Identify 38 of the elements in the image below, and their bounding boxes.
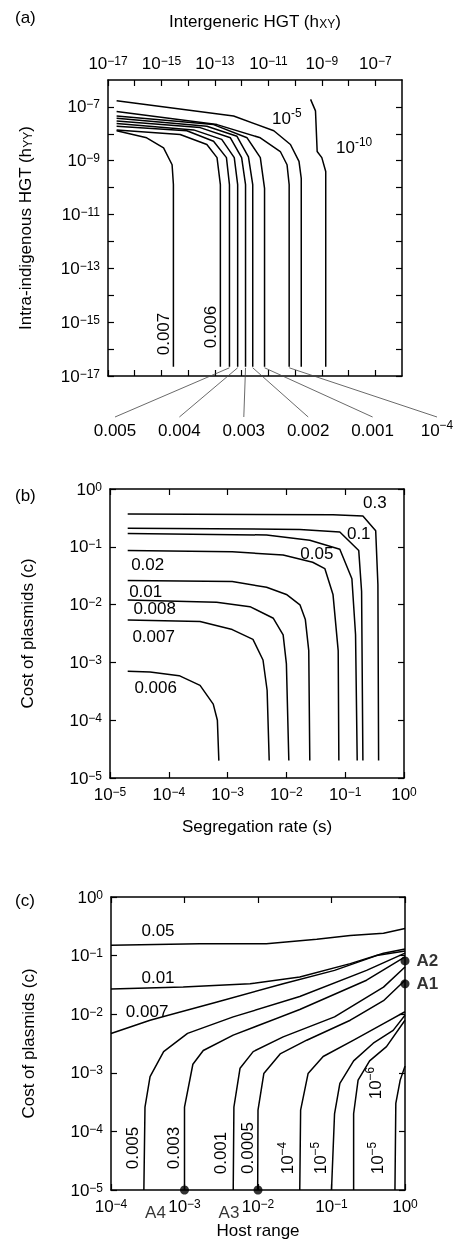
chart-title: (b) (15, 486, 36, 505)
annotation: 0.002 (286, 420, 330, 440)
annotation: 10$^{−4}$ (420, 417, 454, 440)
x-axis-title: Segregation rate (s) (181, 817, 333, 836)
annotation: 10$^{-10}$ (336, 134, 373, 156)
annotation: 0.007 (132, 626, 175, 646)
annotation: 0.1 (346, 523, 371, 543)
annotation: 0.003 (222, 420, 266, 440)
annotation: 0.01 (141, 967, 175, 987)
data-label: A3 (218, 1202, 240, 1222)
annotation: 0.01 (129, 581, 163, 601)
annotation: 0.007 (153, 312, 173, 356)
data-label: A1 (416, 974, 439, 994)
annotation: 0.005 (93, 420, 137, 440)
annotation: 0.0005 (237, 1122, 257, 1174)
annotation: 0.001 (351, 420, 394, 440)
annotation: 0.006 (200, 305, 220, 349)
annotation: 0.001 (210, 1131, 230, 1175)
chart-title: (c) (15, 891, 35, 910)
y-axis-title: Cost of plasmids (c) (19, 968, 38, 1119)
y-axis-title: Intra-indigenous HGT (hYY) (16, 125, 35, 331)
y-axis-title: Cost of plasmids (c) (18, 558, 37, 709)
annotation: 0.004 (158, 420, 201, 440)
annotation: 0.003 (163, 1126, 182, 1170)
annotation: 0.3 (363, 492, 387, 512)
data-label: A2 (416, 951, 439, 971)
annotation: 0.008 (133, 598, 176, 618)
data-label: A4 (145, 1202, 166, 1222)
chart-title: (a) (15, 8, 36, 27)
annotation: 0.005 (122, 1126, 142, 1170)
annotation: 0.006 (134, 677, 177, 697)
annotation: 10$^{-5}$ (272, 105, 302, 128)
annotation: 0.02 (131, 554, 165, 574)
x-axis-title: Host range (216, 1221, 300, 1240)
annotation: 0.05 (141, 920, 175, 940)
annotation: 0.05 (300, 543, 334, 563)
annotation: 0.007 (125, 1001, 169, 1021)
x-axis-title: Intergeneric HGT (hXY) (169, 12, 341, 31)
